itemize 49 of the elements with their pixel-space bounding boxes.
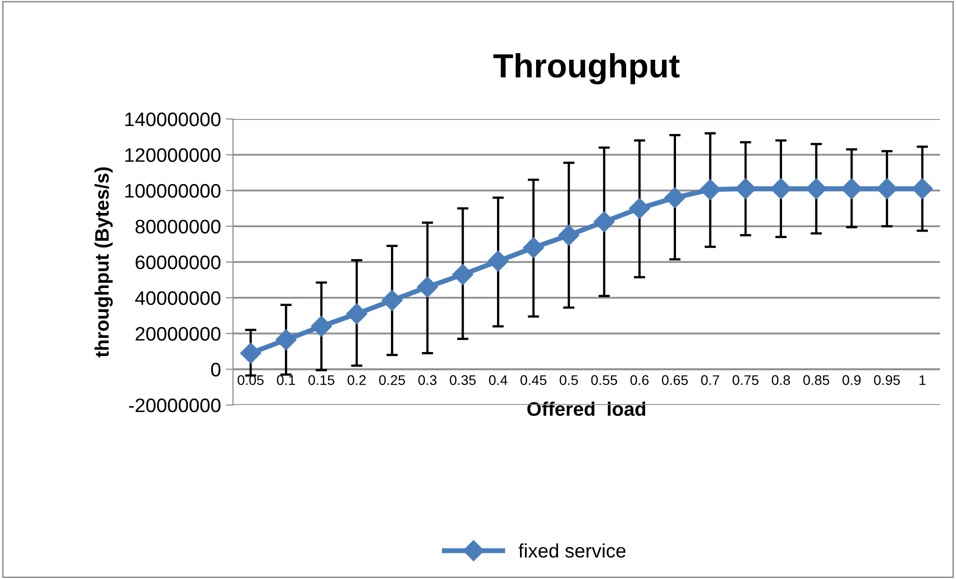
point (594, 211, 615, 232)
y-tick-label: 20000000 (136, 326, 220, 341)
point (912, 178, 933, 200)
x-tick-label: 0.6 (630, 375, 649, 386)
point (240, 342, 262, 364)
y-tick-label: 40000000 (135, 291, 220, 305)
point (806, 178, 827, 200)
x-tick-label: 0.2 (348, 375, 366, 386)
point (346, 303, 368, 324)
x-tick-label: 0.95 (874, 375, 900, 386)
x-tick-label: 0.5 (560, 375, 578, 386)
point (382, 290, 403, 311)
y-tick-label: 60000000 (136, 255, 220, 270)
x-tick-label: 0.35 (450, 375, 476, 386)
y-tick-label: -20000000 (129, 398, 220, 412)
x-tick-label: 0.15 (308, 375, 334, 386)
x-tick-label: 0.65 (662, 375, 688, 386)
x-tick-label: 0.55 (591, 375, 618, 386)
x-tick-label: 0.7 (701, 375, 720, 386)
chart-title: Throughput (493, 53, 680, 84)
y-axis-title: throughput (Bytes/s) (94, 167, 113, 358)
x-tick-label: 0.45 (520, 375, 546, 386)
x-tick-label: 0.75 (732, 375, 759, 386)
y-tick-label: 120000000 (125, 148, 220, 162)
legend-label: fixed service (518, 543, 626, 558)
point (452, 264, 474, 286)
point (841, 178, 862, 200)
point (629, 198, 650, 219)
y-tick-label: 0 (211, 362, 220, 376)
point (558, 224, 580, 246)
x-tick-label: 0.85 (803, 375, 830, 386)
point (700, 179, 721, 200)
point (488, 250, 509, 272)
x-axis-title: Offered load (527, 402, 646, 416)
y-tick-label: 80000000 (136, 220, 220, 234)
x-tick-label: 1 (920, 375, 926, 385)
y-tick-label: 100000000 (125, 184, 220, 198)
x-tick-label: 0.1 (276, 375, 295, 386)
x-tick-label: 0.9 (842, 375, 861, 386)
point (416, 276, 438, 298)
point (310, 316, 332, 337)
y-tick-label: 140000000 (125, 112, 220, 126)
point (664, 187, 686, 208)
point (522, 237, 544, 258)
x-tick-label: 0.25 (379, 375, 406, 386)
point (276, 329, 297, 350)
x-tick-label: 0.4 (489, 375, 508, 386)
x-tick-label: 0.8 (772, 375, 790, 386)
x-tick-label: 0.3 (418, 375, 436, 386)
